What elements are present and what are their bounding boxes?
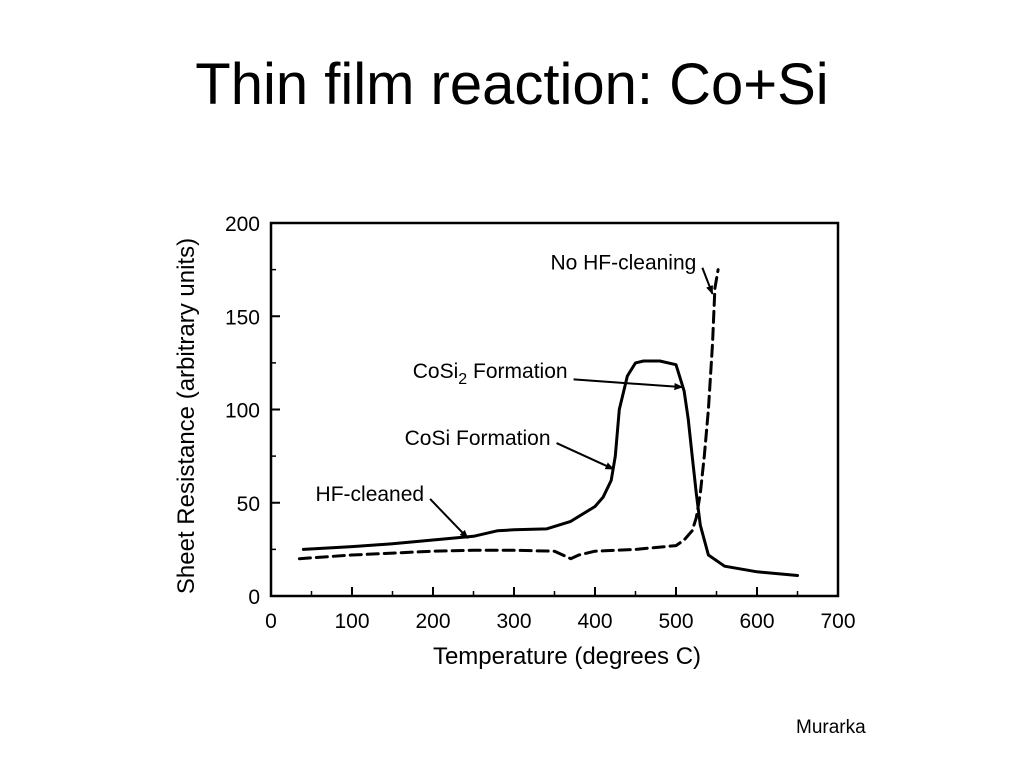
x-tick-label: 100	[334, 610, 369, 633]
annotation-label: HF-cleaned	[316, 483, 425, 506]
y-tick-label: 50	[237, 493, 260, 516]
x-tick-label: 600	[739, 610, 774, 633]
annotation-label: CoSi2 Formation	[413, 360, 568, 388]
x-tick-label: 700	[820, 610, 855, 633]
source-credit: Murarka	[796, 717, 866, 738]
x-tick-label: 400	[577, 610, 612, 633]
y-tick-label: 100	[225, 400, 260, 423]
x-tick-label: 0	[265, 610, 277, 633]
annotation-text: HF-cleaned	[316, 483, 425, 506]
x-axis-title: Temperature (degrees C)	[433, 643, 701, 670]
annotation-text: No HF-cleaning	[550, 252, 696, 275]
annotation-arrow	[429, 498, 469, 539]
annotation-text: CoSi	[413, 360, 459, 383]
annotation-text: CoSi Formation	[405, 427, 551, 450]
y-tick-label: 0	[248, 586, 260, 609]
y-tick-label: 200	[225, 213, 260, 236]
x-tick-label: 200	[415, 610, 450, 633]
annotation-subscript: 2	[458, 371, 467, 388]
y-tick-label: 150	[225, 306, 260, 329]
annotation-label: CoSi Formation	[405, 427, 551, 450]
annotation-arrow	[573, 378, 684, 391]
x-tick-label: 500	[658, 610, 693, 633]
axis-ticks: 0 100 200 300 400 500 600 700 0 50 100 150 200	[225, 213, 856, 633]
series-line-hf-cleaned	[301, 359, 799, 577]
plot-frame	[269, 221, 840, 598]
annotation-label: No HF-cleaning	[550, 252, 696, 275]
y-axis-title: Sheet Resistance (arbitrary units)	[173, 238, 200, 594]
series-layer	[297, 268, 799, 577]
annotation-text-tail: Formation	[467, 360, 567, 383]
annotation-arrow	[556, 442, 615, 471]
series-line-no-hf-cleaning	[297, 268, 720, 561]
annotation-arrow	[701, 267, 714, 295]
slide-title: Thin film reaction: Co+Si	[195, 52, 829, 117]
x-tick-label: 300	[496, 610, 531, 633]
